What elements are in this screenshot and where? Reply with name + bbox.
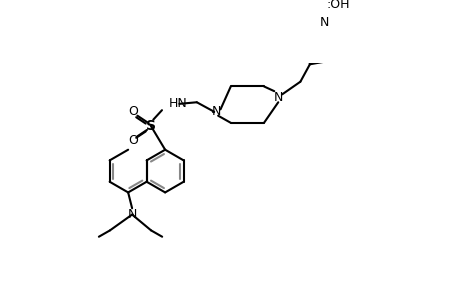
Text: N: N bbox=[319, 16, 328, 29]
Text: N: N bbox=[127, 208, 136, 221]
Text: N: N bbox=[273, 91, 282, 104]
Text: O: O bbox=[128, 134, 138, 147]
Text: HN: HN bbox=[168, 97, 187, 110]
Text: :OH: :OH bbox=[326, 0, 349, 11]
Text: S: S bbox=[146, 119, 156, 133]
Text: N: N bbox=[212, 105, 221, 118]
Text: O: O bbox=[128, 105, 138, 118]
